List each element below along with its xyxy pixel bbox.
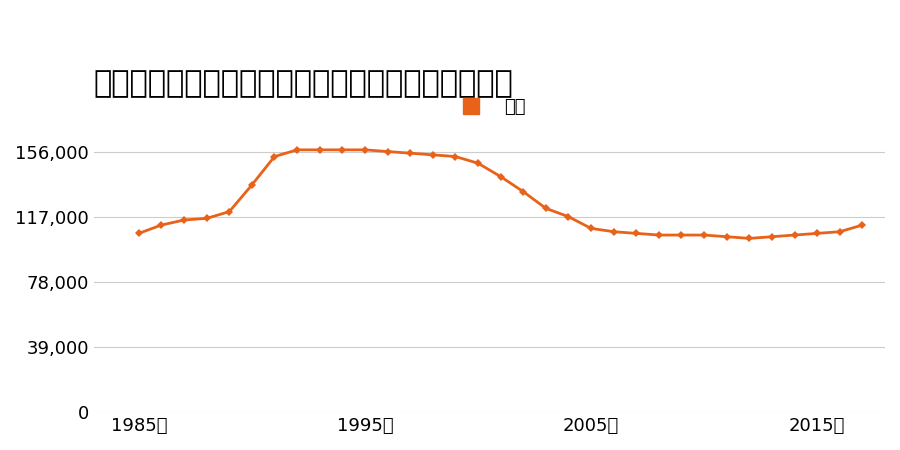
Text: 福岡県福岡市早良区原１丁目２５７番８の地価推移: 福岡県福岡市早良区原１丁目２５７番８の地価推移 (94, 69, 513, 98)
Legend: 価格: 価格 (446, 91, 533, 123)
